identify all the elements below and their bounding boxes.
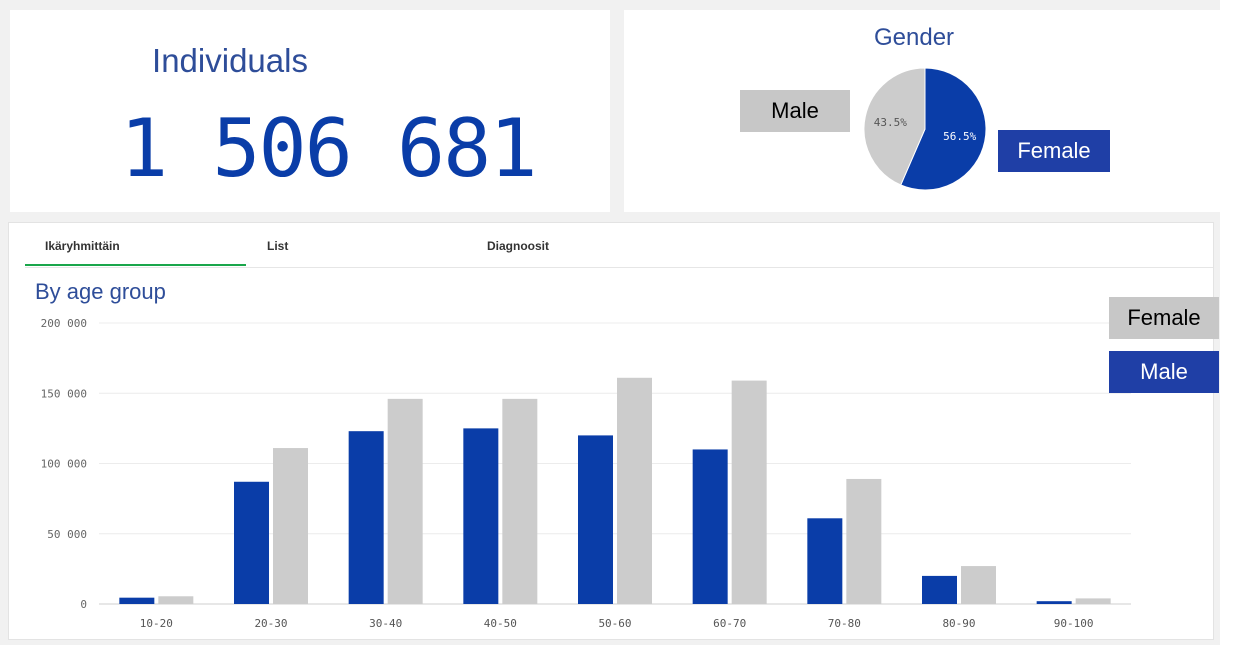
kpi-title: Individuals — [152, 42, 308, 79]
individuals-kpi-panel: Individuals 1 506 681 — [10, 10, 610, 212]
bar-50-60-blue[interactable] — [578, 435, 613, 604]
tab-diagnoosit[interactable]: Diagnoosit — [487, 239, 549, 253]
x-tick-label: 30-40 — [369, 617, 402, 630]
bar-30-40-blue[interactable] — [348, 431, 384, 604]
bar-60-70-blue[interactable] — [692, 449, 728, 604]
pie-label-female: 56.5% — [943, 130, 976, 143]
x-tick-label: 70-80 — [828, 617, 861, 630]
tab-list[interactable]: List — [267, 239, 289, 253]
active-tab-indicator — [25, 264, 246, 266]
bar-70-80-blue[interactable] — [807, 518, 843, 604]
gender-panel: Gender Male Female 56.5% 43.5% — [624, 10, 1220, 212]
y-tick-label: 200 000 — [41, 317, 87, 330]
bar-90-100-gray[interactable] — [1075, 598, 1111, 604]
pie-slice-female[interactable] — [900, 67, 987, 191]
male-label-tag: Male — [740, 90, 850, 132]
female-label-tag: Female — [998, 130, 1110, 172]
bar-90-100-blue[interactable] — [1036, 601, 1072, 604]
kpi-value: 1 506 681 — [120, 102, 537, 195]
bar-70-80-gray[interactable] — [846, 478, 882, 604]
tab-ikaryhmittain[interactable]: Ikäryhmittäin — [45, 239, 120, 253]
gender-pie-chart[interactable]: 56.5% 43.5% — [862, 66, 988, 192]
bar-40-50-gray[interactable] — [502, 398, 538, 604]
bar-20-30-gray[interactable] — [273, 448, 308, 604]
x-tick-label: 40-50 — [484, 617, 517, 630]
x-tick-label: 60-70 — [713, 617, 746, 630]
x-tick-label: 50-60 — [598, 617, 631, 630]
y-tick-label: 150 000 — [41, 387, 87, 400]
bar-20-30-blue[interactable] — [234, 481, 269, 604]
age-group-bar-chart: 0 50 000 100 000 150 000 200 000 10-20 20-30 30… — [41, 317, 1131, 630]
x-tick-label: 80-90 — [942, 617, 975, 630]
bar-60-70-gray[interactable] — [731, 380, 767, 604]
pie-slice-male[interactable] — [863, 67, 926, 186]
bar-40-50-blue[interactable] — [463, 428, 499, 604]
x-tick-label: 90-100 — [1054, 617, 1094, 630]
chart-title: By age group — [35, 279, 166, 304]
x-tick-label: 10-20 — [140, 617, 173, 630]
y-tick-label: 100 000 — [41, 458, 87, 471]
age-group-panel: Ikäryhmittäin List Diagnoosit By age gro… — [8, 222, 1214, 640]
pie-label-male: 43.5% — [874, 116, 907, 129]
y-tick-label: 0 — [80, 598, 87, 611]
x-tick-label: 20-30 — [254, 617, 287, 630]
bar-10-20-blue[interactable] — [119, 597, 155, 604]
bar-80-90-gray[interactable] — [961, 566, 996, 604]
bar-10-20-gray[interactable] — [158, 596, 194, 604]
bar-80-90-blue[interactable] — [922, 575, 957, 604]
gender-title: Gender — [874, 24, 955, 51]
legend-male-tag: Male — [1109, 351, 1219, 393]
bar-50-60-gray[interactable] — [617, 377, 652, 604]
y-tick-label: 50 000 — [47, 528, 87, 541]
tab-bar: Ikäryhmittäin List Diagnoosit — [25, 231, 1213, 268]
bar-30-40-gray[interactable] — [387, 398, 423, 604]
legend-female-tag: Female — [1109, 297, 1219, 339]
